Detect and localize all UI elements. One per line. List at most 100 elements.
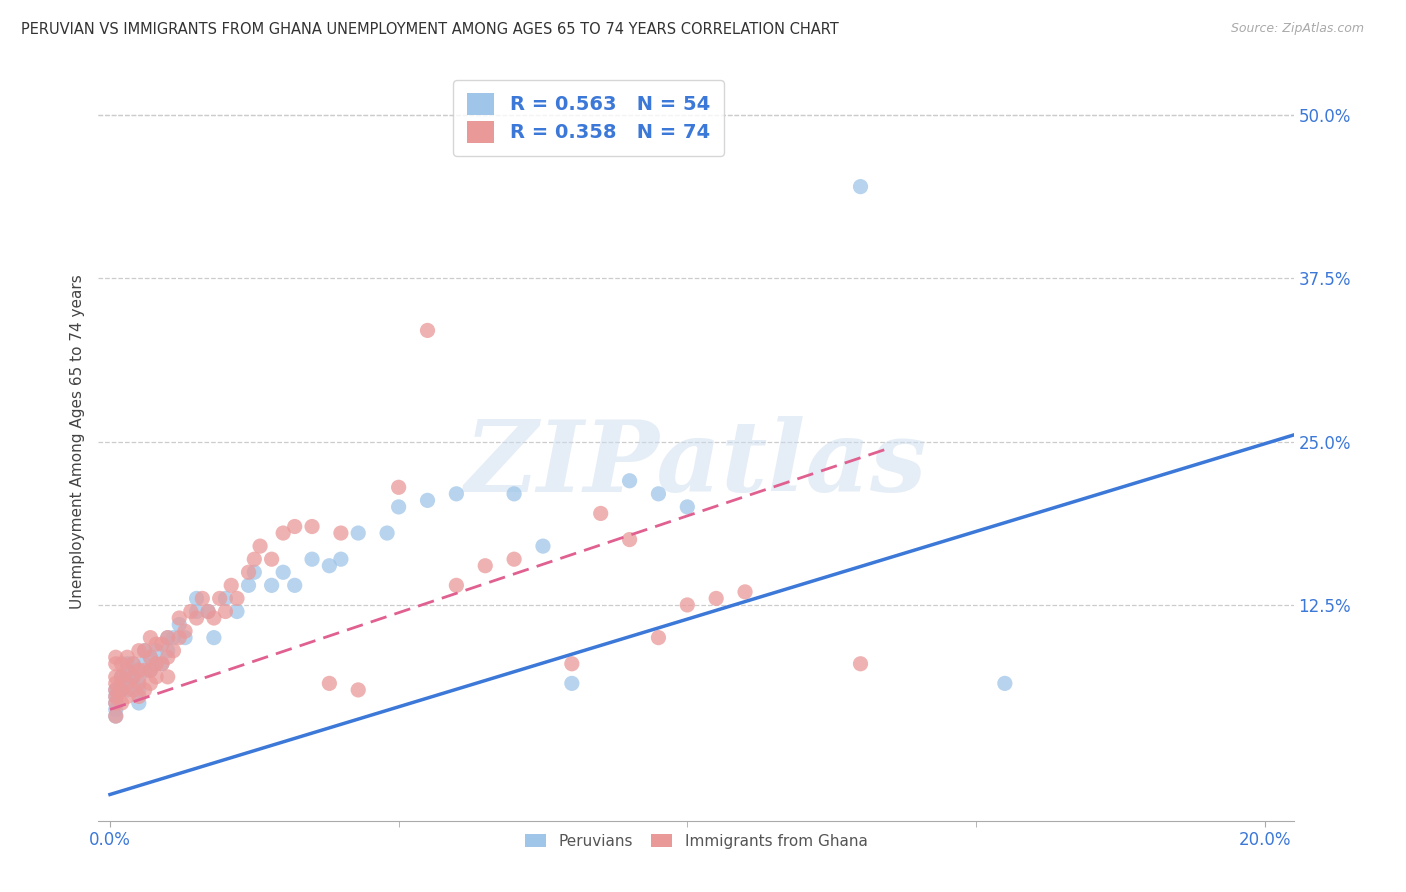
Point	[104, 690, 127, 704]
Point	[226, 591, 249, 606]
Y-axis label: Unemployment Among Ages 65 to 74 years: Unemployment Among Ages 65 to 74 years	[69, 274, 84, 609]
Point	[122, 657, 145, 671]
Point	[139, 650, 162, 665]
Point	[156, 650, 179, 665]
Point	[238, 566, 260, 580]
Point	[128, 690, 150, 704]
Point	[110, 657, 132, 671]
Point	[260, 552, 283, 566]
Point	[301, 519, 323, 533]
Point	[104, 702, 127, 716]
Point	[104, 682, 127, 697]
Point	[734, 585, 756, 599]
Text: ZIPatlas: ZIPatlas	[465, 416, 927, 513]
Point	[347, 526, 370, 541]
Point	[128, 663, 150, 677]
Point	[156, 670, 179, 684]
Point	[110, 670, 132, 684]
Point	[347, 682, 370, 697]
Point	[104, 650, 127, 665]
Point	[110, 682, 132, 697]
Point	[249, 539, 271, 553]
Point	[474, 558, 496, 573]
Point	[117, 690, 139, 704]
Point	[145, 670, 167, 684]
Point	[647, 487, 669, 501]
Point	[284, 519, 307, 533]
Point	[186, 591, 208, 606]
Point	[186, 611, 208, 625]
Text: PERUVIAN VS IMMIGRANTS FROM GHANA UNEMPLOYMENT AMONG AGES 65 TO 74 YEARS CORRELA: PERUVIAN VS IMMIGRANTS FROM GHANA UNEMPL…	[21, 22, 839, 37]
Point	[156, 631, 179, 645]
Point	[117, 657, 139, 671]
Point	[994, 676, 1017, 690]
Point	[134, 663, 156, 677]
Point	[301, 552, 323, 566]
Point	[446, 578, 468, 592]
Point	[104, 676, 127, 690]
Point	[117, 650, 139, 665]
Point	[271, 526, 294, 541]
Point	[128, 682, 150, 697]
Point	[117, 676, 139, 690]
Point	[167, 617, 190, 632]
Point	[134, 682, 156, 697]
Legend: Peruvians, Immigrants from Ghana: Peruvians, Immigrants from Ghana	[519, 828, 873, 855]
Point	[156, 631, 179, 645]
Point	[128, 696, 150, 710]
Point	[260, 578, 283, 592]
Point	[208, 591, 231, 606]
Point	[117, 670, 139, 684]
Point	[180, 605, 202, 619]
Point	[145, 657, 167, 671]
Point	[186, 605, 208, 619]
Point	[167, 611, 190, 625]
Point	[271, 566, 294, 580]
Point	[139, 676, 162, 690]
Point	[104, 690, 127, 704]
Point	[561, 676, 583, 690]
Point	[128, 676, 150, 690]
Point	[284, 578, 307, 592]
Point	[243, 566, 266, 580]
Point	[619, 474, 641, 488]
Point	[219, 578, 242, 592]
Point	[150, 637, 173, 651]
Point	[849, 179, 872, 194]
Point	[318, 676, 340, 690]
Point	[156, 643, 179, 657]
Point	[139, 650, 162, 665]
Point	[122, 670, 145, 684]
Point	[191, 591, 214, 606]
Point	[139, 631, 162, 645]
Point	[561, 657, 583, 671]
Point	[174, 631, 197, 645]
Point	[134, 657, 156, 671]
Point	[174, 624, 197, 639]
Point	[238, 578, 260, 592]
Point	[150, 657, 173, 671]
Point	[104, 696, 127, 710]
Point	[145, 637, 167, 651]
Point	[162, 631, 184, 645]
Point	[388, 480, 411, 494]
Point	[318, 558, 340, 573]
Point	[531, 539, 554, 553]
Point	[375, 526, 398, 541]
Point	[150, 657, 173, 671]
Point	[104, 670, 127, 684]
Point	[589, 507, 612, 521]
Point	[849, 657, 872, 671]
Point	[134, 643, 156, 657]
Point	[446, 487, 468, 501]
Point	[139, 663, 162, 677]
Point	[134, 643, 156, 657]
Point	[197, 605, 219, 619]
Point	[110, 676, 132, 690]
Point	[704, 591, 727, 606]
Point	[416, 493, 439, 508]
Point	[416, 323, 439, 337]
Point	[197, 605, 219, 619]
Point	[214, 591, 236, 606]
Point	[329, 526, 352, 541]
